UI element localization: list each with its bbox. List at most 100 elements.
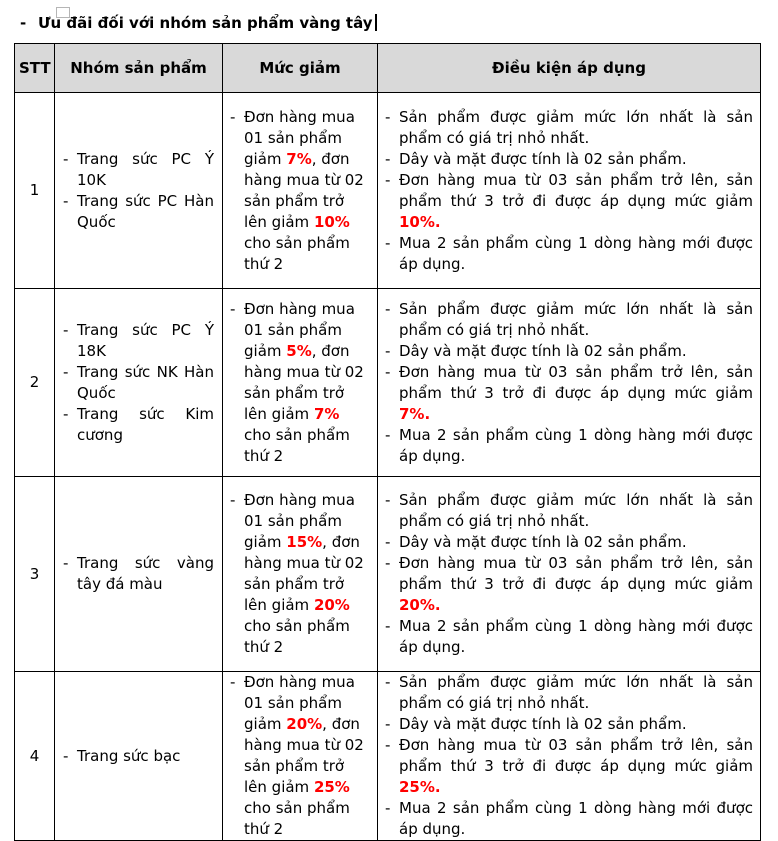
bullet-dash: -: [230, 107, 236, 126]
discount-value: 10%.: [399, 212, 441, 231]
list-item: - Mua 2 sản phẩm cùng 1 dòng hàng mới đượ…: [385, 233, 753, 275]
list-item: - Sản phẩm được giảm mức lớn nhất là sản …: [385, 299, 753, 341]
text-segment: Mua 2 sản phẩm cùng 1 dòng hàng mới được…: [399, 617, 753, 657]
discount-value: 7%: [313, 404, 340, 423]
discount-value: 20%.: [399, 596, 441, 615]
text-segment: Trang sức Kim cương: [77, 404, 214, 444]
list-item-text: Sản phẩm được giảm mức lớn nhất là sản p…: [399, 299, 753, 341]
cell-stt: 2: [14, 288, 55, 478]
list-item: - Dây và mặt được tính là 02 sản phẩm.: [385, 341, 753, 362]
text-segment: Đơn hàng mua từ 03 sản phẩm trở lên, sản…: [399, 554, 753, 594]
text-segment: cho sản phẩm thứ 2: [244, 617, 350, 657]
list-item: - Đơn hàng mua từ 03 sản phẩm trở lên, sả…: [385, 735, 753, 798]
list-item-text: Đơn hàng mua từ 03 sản phẩm trở lên, sản…: [399, 170, 753, 233]
list-item: - Trang sức Kim cương: [63, 404, 214, 446]
bullet-dash: -: [63, 746, 69, 765]
text-segment: cho sản phẩm thứ 2: [244, 425, 350, 465]
list-item-text: Dây và mặt được tính là 02 sản phẩm.: [399, 149, 753, 170]
text-segment: cho sản phẩm thứ 2: [244, 799, 350, 839]
bullet-dash: -: [230, 673, 236, 692]
list-item-text: Mua 2 sản phẩm cùng 1 dòng hàng mới được…: [399, 233, 753, 275]
text-segment: cho sản phẩm thứ 2: [244, 233, 350, 273]
text-segment: Mua 2 sản phẩm cùng 1 dòng hàng mới được…: [399, 233, 753, 273]
list-item: - Đơn hàng mua 01 sản phẩm giảm 5%, đơn h…: [230, 299, 370, 467]
table-row: 1- Trang sức PC Ý 10K - Trang sức PC Hàn Qu…: [14, 92, 761, 290]
bullet-dash: -: [385, 233, 391, 252]
text-cursor: [374, 14, 377, 31]
discount-value: 20%: [313, 596, 350, 615]
cell-conditions: - Sản phẩm được giảm mức lớn nhất là sản …: [377, 671, 761, 841]
text-segment: Trang sức vàng tây đá màu: [77, 554, 214, 594]
cell-product-group: - Trang sức vàng tây đá màu: [54, 476, 223, 673]
table-row: 3- Trang sức vàng tây đá màu - Đơn hàng mua…: [14, 476, 761, 673]
discount-table: STT Nhóm sản phẩm Mức giảm Điều kiện áp …: [14, 43, 761, 841]
bullet-dash: -: [385, 491, 391, 510]
list-item-text: Dây và mặt được tính là 02 sản phẩm.: [399, 714, 753, 735]
list-item: - Dây và mặt được tính là 02 sản phẩm.: [385, 532, 753, 553]
cell-discount: - Đơn hàng mua 01 sản phẩm giảm 20%, đơn …: [222, 671, 378, 841]
text-segment: Sản phẩm được giảm mức lớn nhất là sản p…: [399, 299, 753, 339]
bullet-dash: -: [230, 491, 236, 510]
list-item-text: Đơn hàng mua từ 03 sản phẩm trở lên, sản…: [399, 553, 753, 616]
text-segment: Sản phẩm được giảm mức lớn nhất là sản p…: [399, 673, 753, 713]
discount-value: 25%: [313, 778, 350, 797]
list-item-text: Đơn hàng mua từ 03 sản phẩm trở lên, sản…: [399, 735, 753, 798]
bullet-dash: -: [385, 425, 391, 444]
text-segment: Sản phẩm được giảm mức lớn nhất là sản p…: [399, 491, 753, 531]
page-title-text[interactable]: Ưu đãi đối với nhóm sản phẩm vàng tây: [38, 14, 373, 32]
bullet-dash: -: [385, 617, 391, 636]
text-segment: Đơn hàng mua từ 03 sản phẩm trở lên, sản…: [399, 170, 753, 210]
cell-discount: - Đơn hàng mua 01 sản phẩm giảm 15%, đơn …: [222, 476, 378, 673]
bullet-dash: -: [385, 149, 391, 168]
text-segment: Dây và mặt được tính là 02 sản phẩm.: [399, 149, 687, 168]
header-product-group: Nhóm sản phẩm: [54, 43, 223, 94]
list-item: - Đơn hàng mua 01 sản phẩm giảm 20%, đơn …: [230, 672, 370, 840]
list-item-text: Đơn hàng mua 01 sản phẩm giảm 5%, đơn hà…: [244, 299, 370, 467]
discount-value: 20%: [286, 715, 323, 734]
cell-stt: 3: [14, 476, 55, 673]
bullet-dash: -: [63, 191, 69, 210]
text-segment: Đơn hàng mua 01 sản phẩm giảm: [244, 491, 355, 552]
bullet-dash: -: [385, 170, 391, 189]
list-item-text: Đơn hàng mua 01 sản phẩm giảm 20%, đơn h…: [244, 672, 370, 840]
list-item: - Trang sức vàng tây đá màu: [63, 553, 214, 595]
list-item: - Đơn hàng mua 01 sản phẩm giảm 7%, đơn h…: [230, 107, 370, 275]
list-item-text: Trang sức Kim cương: [77, 404, 214, 446]
discount-value: 5%: [286, 341, 312, 360]
bullet-dash: -: [385, 107, 391, 126]
list-item: - Trang sức PC Ý 18K: [63, 320, 214, 362]
list-item: - Trang sức PC Ý 10K: [63, 149, 214, 191]
text-segment: Dây và mặt được tính là 02 sản phẩm.: [399, 715, 687, 734]
cell-product-group: - Trang sức PC Ý 10K - Trang sức PC Hàn Quố…: [54, 92, 223, 290]
bullet-dash: -: [230, 299, 236, 318]
text-segment: Trang sức bạc: [77, 746, 181, 765]
text-segment: Đơn hàng mua 01 sản phẩm giảm: [244, 107, 355, 168]
list-item: - Trang sức bạc: [63, 746, 214, 767]
text-segment: Đơn hàng mua 01 sản phẩm giảm: [244, 673, 355, 734]
bullet-dash: -: [63, 404, 69, 423]
discount-value: 7%.: [399, 404, 431, 423]
title-bullet-dash: -: [20, 14, 27, 32]
table-header: STT Nhóm sản phẩm Mức giảm Điều kiện áp …: [14, 43, 761, 94]
header-discount: Mức giảm: [222, 43, 378, 94]
text-segment: Mua 2 sản phẩm cùng 1 dòng hàng mới được…: [399, 799, 753, 839]
header-stt: STT: [14, 43, 55, 94]
header-conditions: Điều kiện áp dụng: [377, 43, 761, 94]
list-item-text: Mua 2 sản phẩm cùng 1 dòng hàng mới được…: [399, 616, 753, 658]
text-segment: Trang sức NK Hàn Quốc: [77, 362, 214, 402]
list-item: - Trang sức PC Hàn Quốc: [63, 191, 214, 233]
text-segment: Đơn hàng mua từ 03 sản phẩm trở lên, sản…: [399, 736, 753, 776]
list-item-text: Sản phẩm được giảm mức lớn nhất là sản p…: [399, 107, 753, 149]
table-row: 4- Trang sức bạc - Đơn hàng mua 01 sản phẩm…: [14, 671, 761, 841]
list-item-text: Trang sức vàng tây đá màu: [77, 553, 214, 595]
list-item-text: Dây và mặt được tính là 02 sản phẩm.: [399, 341, 753, 362]
list-item-text: Trang sức bạc: [77, 746, 214, 767]
bullet-dash: -: [385, 736, 391, 755]
bullet-dash: -: [385, 533, 391, 552]
list-item-text: Trang sức PC Hàn Quốc: [77, 191, 214, 233]
text-segment: , đơn hàng mua từ 02 sản phẩm trở lên gi…: [244, 533, 364, 615]
discount-value: 15%: [286, 533, 323, 552]
text-segment: Mua 2 sản phẩm cùng 1 dòng hàng mới được…: [399, 425, 753, 465]
list-item-text: Đơn hàng mua 01 sản phẩm giảm 15%, đơn h…: [244, 490, 370, 658]
bullet-dash: -: [63, 362, 69, 381]
